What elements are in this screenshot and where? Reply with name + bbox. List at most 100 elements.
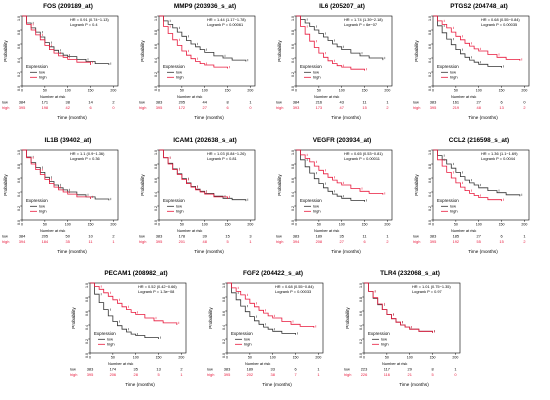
risk-table-header: Number at risk [245,361,270,366]
y-tick-label: 0.8 [17,30,21,35]
y-tick-label: 0.4 [291,192,295,197]
x-tick-label: 150 [499,89,505,93]
x-tick-label: 0 [89,356,91,360]
risk-value: 0 [454,372,457,377]
y-tick-label: 0.4 [428,58,432,63]
risk-value: 117 [384,367,390,372]
km-hazard-ratio: HR = 1.74 (1.39−2.18) [344,17,383,22]
x-tick-label: 100 [339,223,345,227]
y-tick-label: 0.8 [291,164,295,169]
y-tick-label: 0.6 [85,311,89,316]
risk-value: 2 [386,105,388,110]
risk-value: 13 [156,367,160,372]
km-title: MMP9 (203936_s_at) [174,3,236,10]
km-plot-svg: TLR4 (232068_s_at) HR = 1.01 (0.75−1.35)L… [344,270,461,387]
x-tick-label: 100 [476,89,482,93]
km-curve-low [296,149,365,202]
risk-row-label-high: high [344,372,351,377]
km-curve-low [90,282,159,339]
y-tick-label: 0.0 [154,86,158,91]
risk-row-label-high: high [413,105,420,110]
risk-value: 1 [249,100,251,105]
km-plot-frame [21,149,119,221]
risk-value: 394 [19,239,26,244]
y-axis-label: Probability [140,40,145,62]
x-tick-label: 50 [385,356,389,360]
risk-value: 205 [42,234,49,239]
km-logrank-p: Logrank P = 0.00061 [207,22,243,27]
risk-row-label-low: low [70,367,76,372]
risk-value: 3 [249,234,251,239]
legend-label-low: low [450,204,456,209]
km-plot-svg: PTGS2 (204748_at) HR = 0.68 (0.55−0.84)Lo… [413,3,530,120]
risk-value: 172 [179,105,186,110]
km-panel-ptgs2: PTGS2 (204748_at) HR = 0.68 (0.55−0.84) Lo… [411,0,547,132]
x-tick-label: 200 [178,356,184,360]
risk-value: 1 [249,239,251,244]
risk-value: 384 [19,100,26,105]
km-hazard-ratio: HR = 1.03 (0.84−1.26) [207,151,246,156]
km-plot-frame [21,15,119,87]
legend-label-low: low [39,70,45,75]
x-tick-label: 100 [407,356,413,360]
km-plot-svg: VEGFR (203934_at) HR = 0.65 (0.53−0.81)Lo… [276,137,393,254]
risk-value: 11 [89,239,93,244]
legend-label-high: high [176,209,184,214]
risk-row-label-low: low [139,234,145,239]
y-tick-label: 0.6 [154,178,158,183]
km-panel-tlr4: TLR4 (232068_s_at) HR = 1.01 (0.75−1.35) L… [342,267,478,399]
risk-value: 27 [340,239,344,244]
y-tick-label: 0.0 [17,86,21,91]
risk-value: 7 [294,372,296,377]
risk-value: 383 [430,234,437,239]
risk-value: 395 [224,372,231,377]
x-axis-label: Time (months) [125,382,155,387]
risk-value: 185 [453,234,460,239]
legend-label-low: low [244,337,250,342]
y-tick-label: 0.2 [85,339,89,344]
risk-value: 8 [431,367,433,372]
y-tick-label: 1.0 [154,16,158,21]
y-tick-label: 0.2 [154,206,158,211]
km-panel-mmp9: MMP9 (203936_s_at) HR = 1.44 (1.17−1.78) L… [137,0,273,132]
risk-row-label-low: low [276,100,282,105]
y-tick-label: 0.4 [17,58,21,63]
km-hazard-ratio: HR = 1.1 (0.9−1.36) [70,151,105,156]
km-plot-svg: CCL2 (216598_s_at) HR = 1.36 (1.1−1.69)Lo… [413,137,530,254]
risk-value: 383 [87,367,94,372]
y-tick-label: 0.0 [154,220,158,225]
km-curve-high [296,15,365,71]
risk-value: 171 [42,100,49,105]
y-tick-label: 0.8 [85,297,89,302]
km-logrank-p: Logrank P = 6e−07 [344,22,377,27]
km-logrank-p: Logrank P = 0.4 [70,22,98,27]
y-tick-label: 0.4 [85,325,89,330]
km-plot-svg: MMP9 (203936_s_at) HR = 1.44 (1.17−1.78)L… [139,3,256,120]
km-logrank-p: Logrank P = 0.81 [207,156,237,161]
risk-value: 2 [386,239,388,244]
risk-value: 38 [271,372,275,377]
x-tick-label: 50 [317,89,321,93]
x-tick-label: 0 [158,223,160,227]
km-title: FGF2 (204422_s_at) [243,270,303,277]
km-curve-high [296,149,384,195]
y-tick-label: 0.4 [17,192,21,197]
x-tick-label: 50 [43,223,47,227]
risk-row-label-high: high [413,239,420,244]
x-tick-label: 100 [133,356,139,360]
risk-value: 192 [453,239,460,244]
x-axis-label: Time (months) [331,115,361,120]
legend-label-high: high [176,75,184,80]
km-panel-il1b: IL1B (39402_at) HR = 1.1 (0.9−1.36) Logran… [0,134,136,266]
risk-value: 6 [363,239,365,244]
risk-value: 6 [294,367,296,372]
x-tick-label: 200 [315,356,321,360]
x-tick-label: 0 [21,223,23,227]
risk-value: 223 [361,367,368,372]
x-tick-label: 150 [362,89,368,93]
risk-value: 226 [361,372,368,377]
risk-row-label-high: high [2,239,9,244]
risk-value: 202 [247,372,254,377]
km-logrank-p: Logrank P = 0.00033 [275,289,311,294]
risk-value: 48 [477,105,481,110]
